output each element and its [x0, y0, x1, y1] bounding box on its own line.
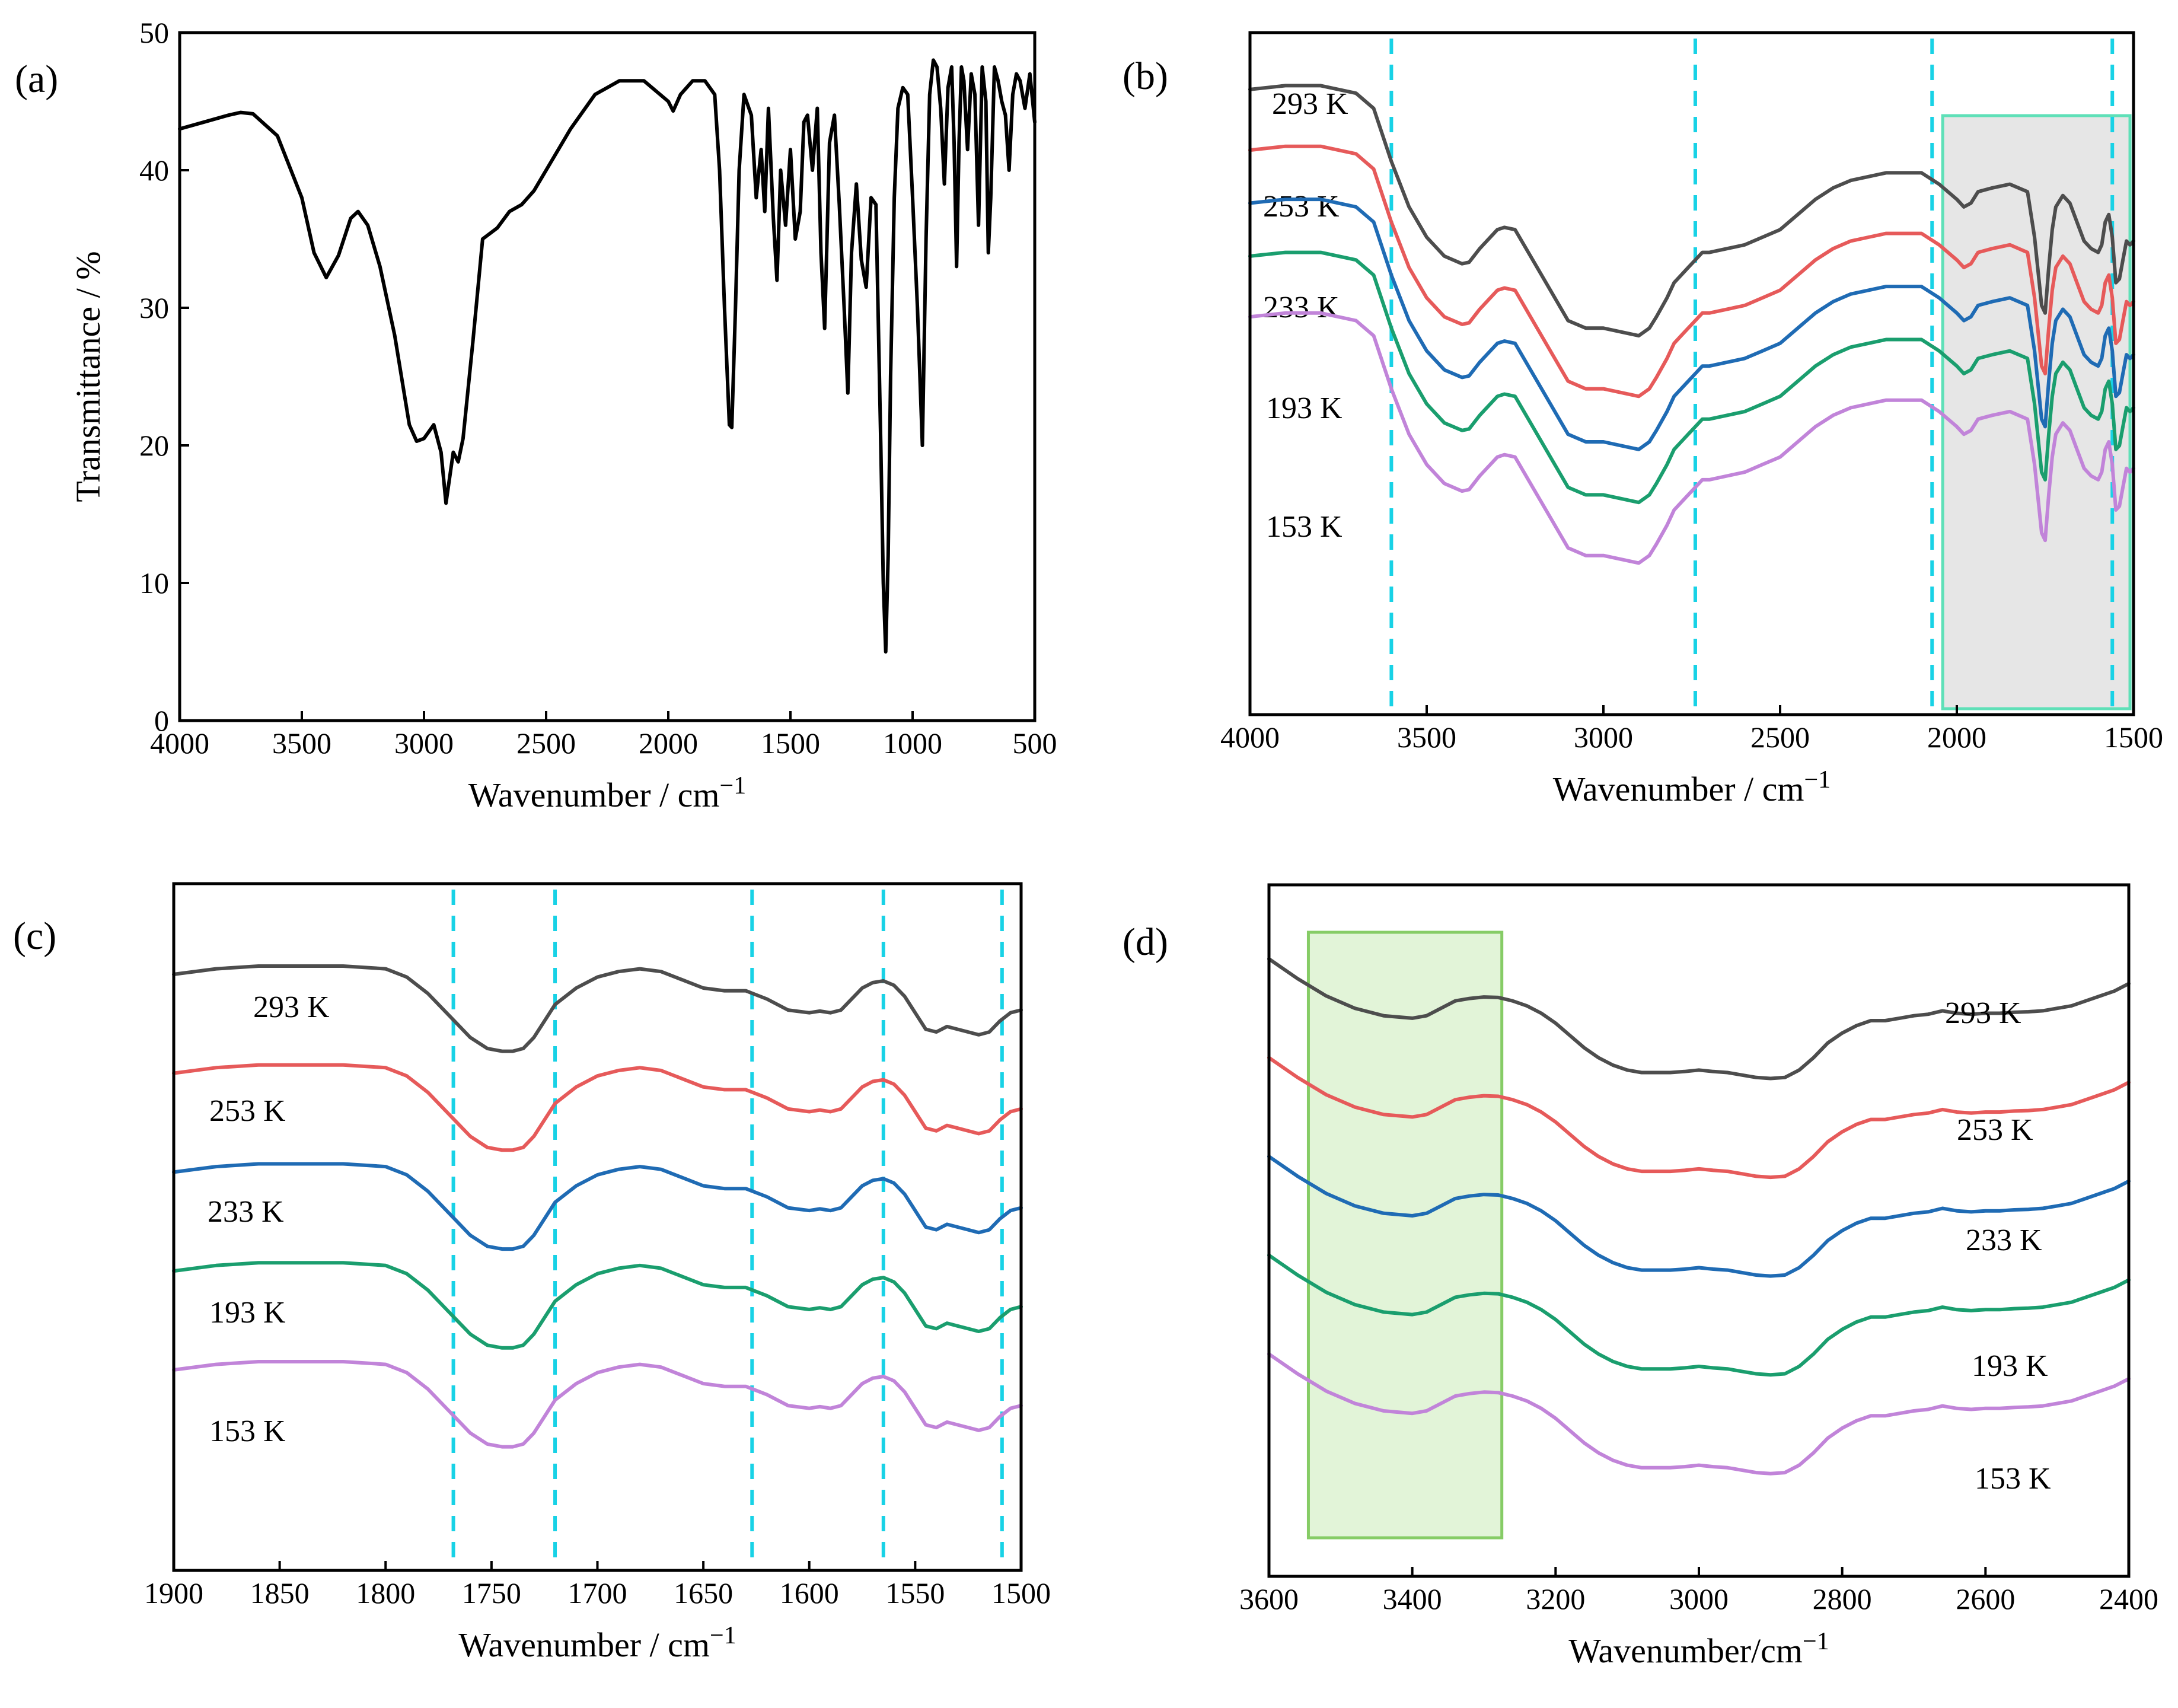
- panel-label: (b): [1123, 55, 1168, 98]
- x-tick-label: 3500: [272, 726, 331, 760]
- x-tick-label: 3000: [1669, 1582, 1729, 1615]
- x-tick-label: 1600: [780, 1576, 839, 1610]
- x-tick-label: 2500: [516, 726, 576, 760]
- series-label: 233 K: [208, 1195, 284, 1229]
- series-line-233-k: [172, 1162, 1023, 1251]
- series-line-293-k: [1248, 84, 2135, 338]
- x-axis-title: Wavenumber / cm−1: [458, 1622, 736, 1664]
- x-tick-label: 1500: [2104, 721, 2163, 754]
- x-tick-label: 2600: [1956, 1582, 2015, 1615]
- x-axis-title-main: Wavenumber / cm: [458, 1626, 710, 1664]
- series-label: 153 K: [209, 1414, 286, 1448]
- series-line-293-k: [172, 964, 1023, 1053]
- series-label: 153 K: [1266, 510, 1342, 544]
- series-line-153-k: [1248, 311, 2135, 565]
- x-tick-label: 1500: [761, 726, 820, 760]
- x-tick-label: 3500: [1397, 721, 1456, 754]
- panel-label: (d): [1123, 920, 1168, 964]
- series-line-193-k: [1248, 250, 2135, 505]
- series-label: 233 K: [1966, 1223, 2042, 1257]
- x-tick-label: 3000: [1574, 721, 1633, 754]
- series-label: 233 K: [1263, 291, 1340, 324]
- x-tick-label: 1750: [462, 1576, 521, 1610]
- series-line-193-k: [172, 1261, 1023, 1350]
- series-line-253-k: [172, 1063, 1023, 1152]
- series-label: 193 K: [209, 1296, 286, 1330]
- panel-label: (a): [15, 58, 58, 101]
- x-tick-label: 1850: [250, 1576, 310, 1610]
- x-tick-label: 500: [1013, 726, 1057, 760]
- series-label: 153 K: [1975, 1462, 2051, 1496]
- series-label: 293 K: [1272, 87, 1348, 121]
- plot-frame: [178, 31, 1037, 722]
- x-tick-label: 1550: [885, 1576, 945, 1610]
- x-tick-label: 2800: [1813, 1582, 1872, 1615]
- x-tick-label: 3400: [1383, 1582, 1442, 1615]
- y-tick-label: 40: [139, 154, 169, 187]
- series-line-153-k: [1267, 1352, 2131, 1476]
- panel-d: 293 K 253 K 233 K 193 K 153 K 3600 3400 3200 300…: [1123, 883, 2158, 1670]
- x-tick-label: 1900: [144, 1576, 203, 1610]
- y-tick-label: 20: [139, 429, 169, 462]
- y-axis-title: Transmittance / %: [69, 251, 107, 502]
- x-tick-label: 1650: [674, 1576, 733, 1610]
- series-line-193-k: [1267, 1253, 2131, 1377]
- y-tick-label: 10: [139, 566, 169, 600]
- x-tick-label: 2000: [639, 726, 698, 760]
- x-axis-title-main: Wavenumber / cm: [1553, 770, 1804, 808]
- series-label: 253 K: [1263, 190, 1340, 224]
- x-axis-title: Wavenumber / cm−1: [468, 772, 746, 814]
- series-label: 193 K: [1266, 391, 1342, 425]
- highlight-region: [1306, 931, 1504, 1540]
- series-line-233-k: [1248, 197, 2135, 451]
- x-tick-label: 3200: [1526, 1582, 1585, 1615]
- series-line-293-k: [1267, 957, 2131, 1081]
- x-axis-title-main: Wavenumber/cm: [1568, 1631, 1803, 1670]
- y-tick-label: 0: [154, 704, 169, 737]
- x-tick-label: 1500: [991, 1576, 1051, 1610]
- x-tick-label: 1700: [568, 1576, 627, 1610]
- y-tick-label: 30: [139, 291, 169, 324]
- panel-c: 293 K 253 K 233 K 193 K 153 K 1900 1850 1800 175…: [13, 882, 1051, 1664]
- x-tick-label: 3000: [394, 726, 454, 760]
- series-line-ftir-spectrum: [178, 58, 1037, 654]
- series-label: 253 K: [209, 1094, 286, 1128]
- panel-a: 4000 3500 3000 2500 2000 1500 1000 500 0 10 20 30 40…: [15, 16, 1057, 814]
- plot-frame: [1248, 31, 2135, 716]
- series-line-253-k: [1267, 1056, 2131, 1180]
- x-axis-title-superscript: −1: [1803, 1628, 1829, 1655]
- series-line-253-k: [1248, 144, 2135, 399]
- series-line-153-k: [172, 1360, 1023, 1449]
- x-tick-label: 1800: [356, 1576, 415, 1610]
- series-label: 193 K: [1972, 1349, 2048, 1383]
- x-axis-title: Wavenumber/cm−1: [1568, 1628, 1829, 1670]
- x-axis-title-main: Wavenumber / cm: [468, 776, 720, 814]
- x-tick-label: 4000: [150, 726, 209, 760]
- x-tick-label: 1000: [883, 726, 942, 760]
- x-tick-label: 2400: [2099, 1582, 2158, 1615]
- x-axis-title-superscript: −1: [720, 772, 747, 799]
- x-axis-title-superscript: −1: [710, 1622, 736, 1649]
- panel-label: (c): [13, 914, 56, 958]
- series-line-233-k: [1267, 1155, 2131, 1278]
- x-tick-label: 3600: [1239, 1582, 1299, 1615]
- series-label: 253 K: [1957, 1113, 2033, 1147]
- series-label: 293 K: [1945, 996, 2021, 1030]
- panel-b: 293 K 253 K 233 K 193 K 153 K 4000 3500 3000 250…: [1123, 31, 2163, 808]
- series-label: 293 K: [253, 990, 330, 1024]
- y-tick-label: 50: [139, 16, 169, 49]
- x-tick-label: 4000: [1220, 721, 1280, 754]
- x-tick-label: 2000: [1927, 721, 1986, 754]
- x-tick-label: 2500: [1750, 721, 1810, 754]
- x-axis-title-superscript: −1: [1804, 766, 1831, 794]
- x-axis-title: Wavenumber / cm−1: [1553, 766, 1831, 808]
